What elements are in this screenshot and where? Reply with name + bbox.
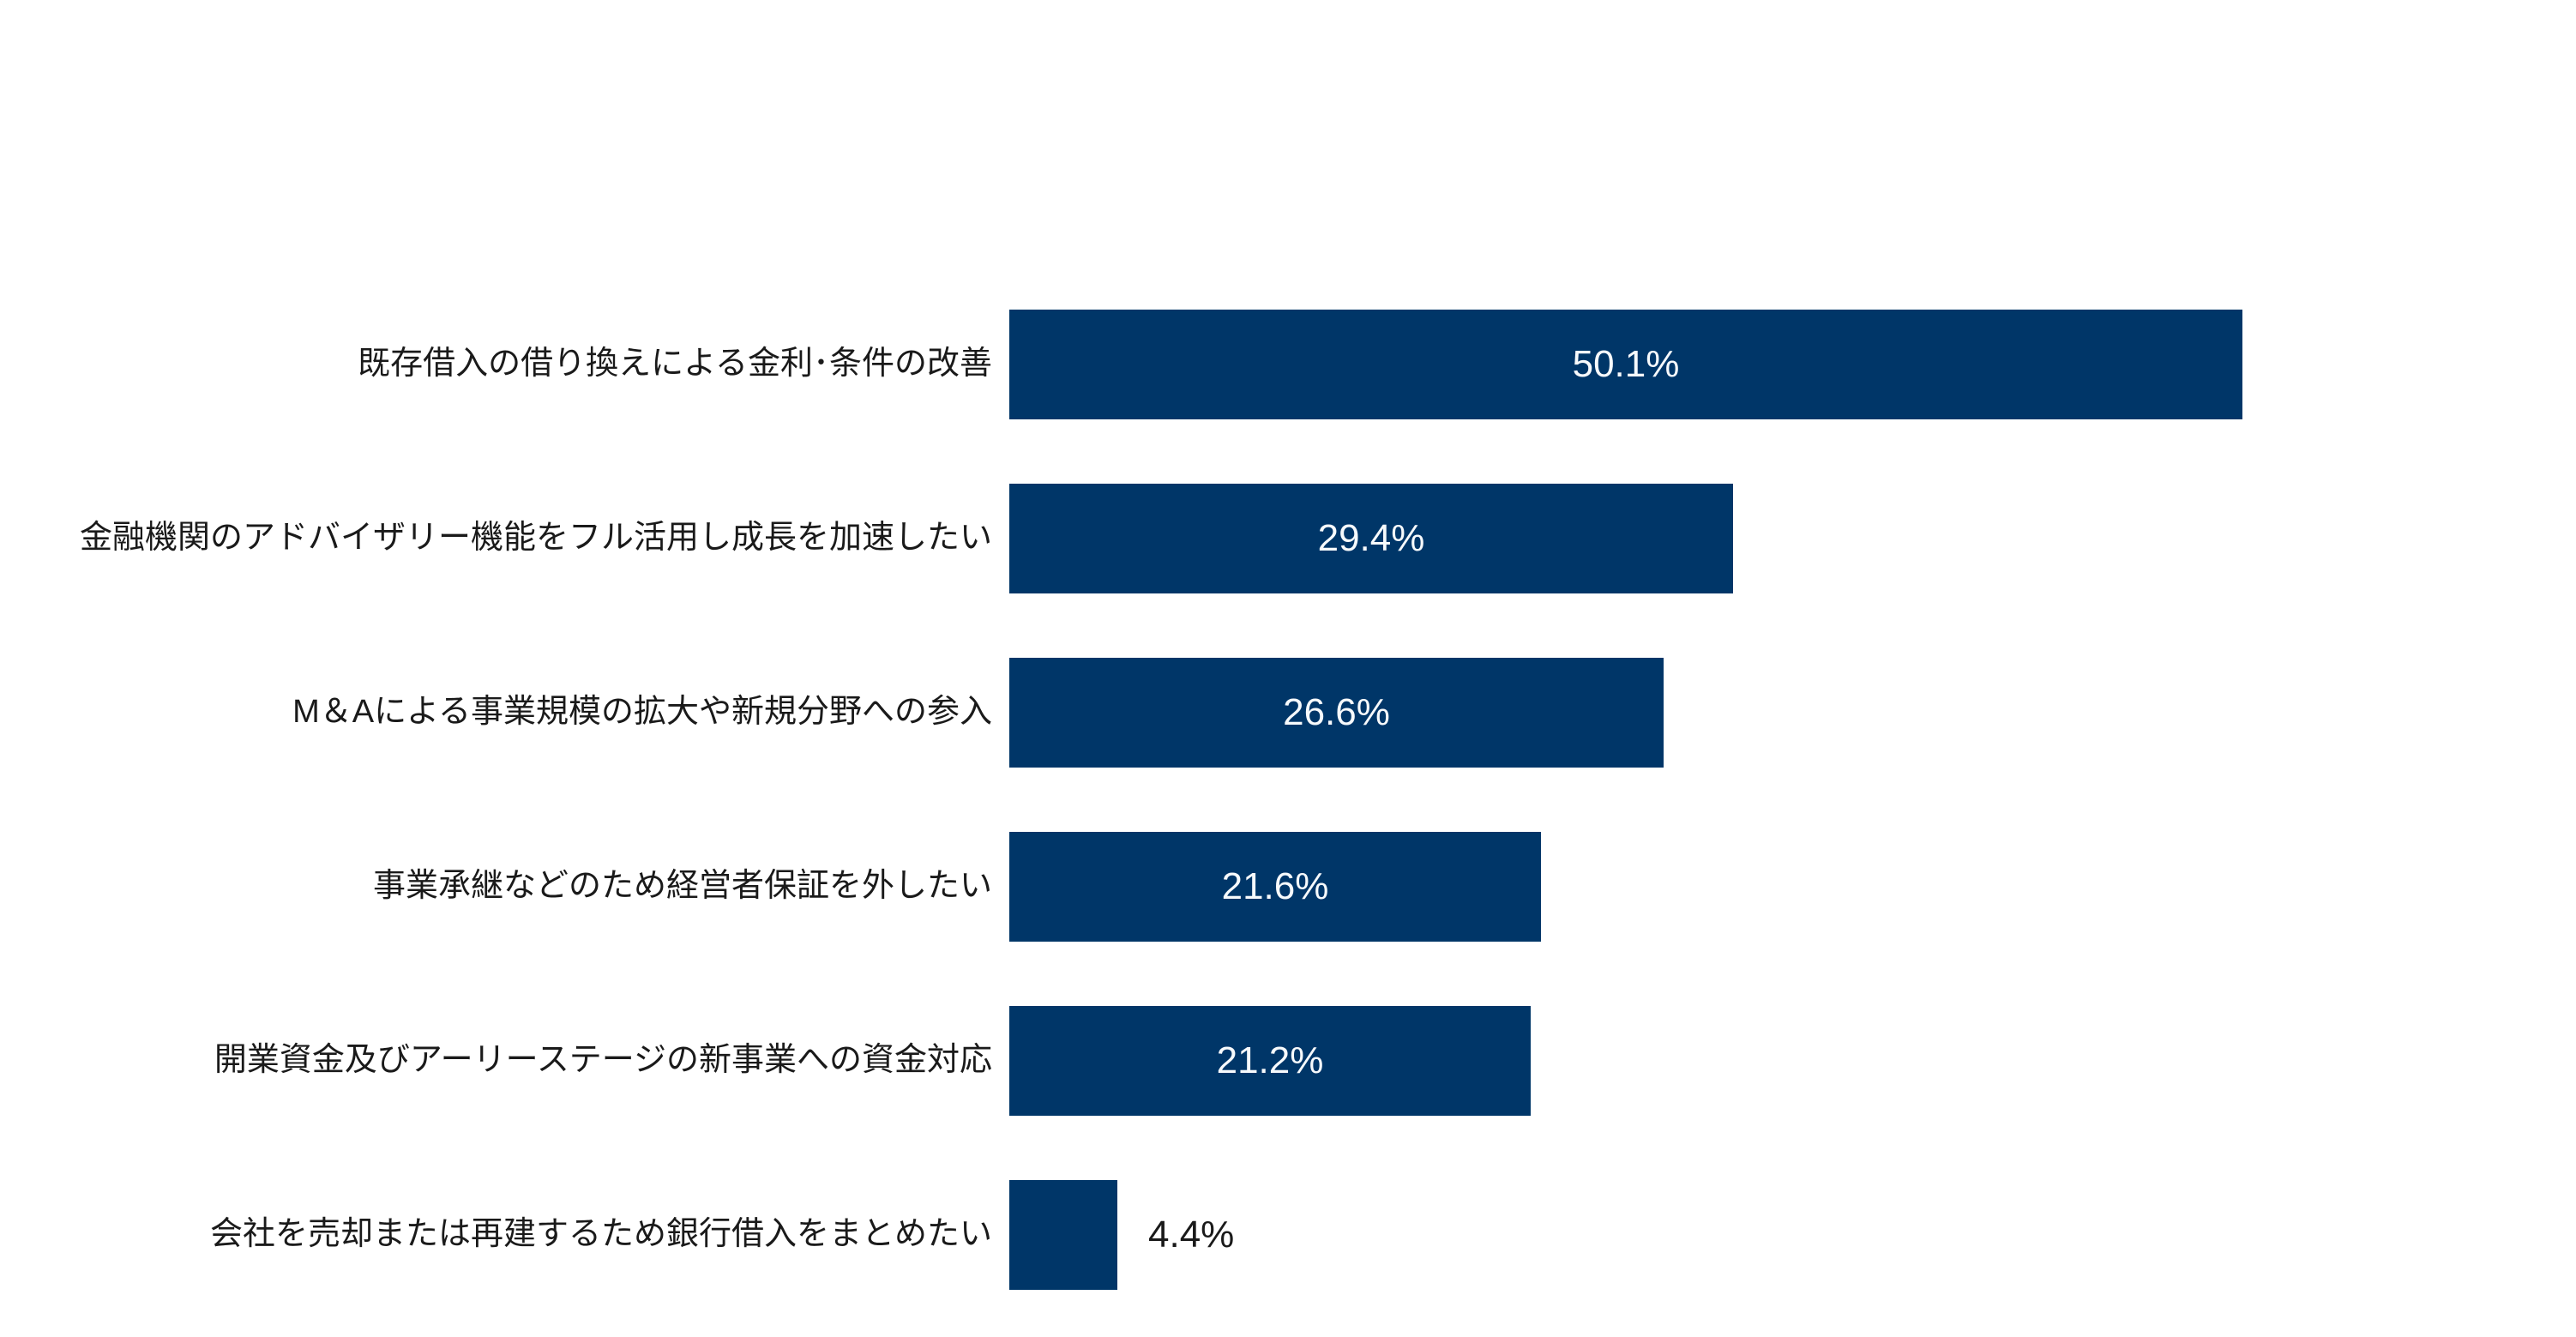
bar-area: 21.2%	[1009, 1006, 2576, 1116]
bar-row: 事業承継などのため経営者保証を外したい 21.6%	[0, 832, 2576, 942]
bar-area: 26.6%	[1009, 658, 2576, 768]
bar: 26.6%	[1009, 658, 1664, 768]
bar: 50.1%	[1009, 310, 2242, 419]
bar-row: 既存借入の借り換えによる金利･条件の改善 50.1%	[0, 310, 2576, 419]
category-label: 事業承継などのため経営者保証を外したい	[372, 868, 992, 905]
bar-area: 50.1%	[1009, 310, 2576, 419]
category-label: M＆Aによる事業規模の拡大や新規分野への参入	[292, 694, 992, 731]
category-label: 開業資金及びアーリーステージの新事業への資金対応	[214, 1042, 992, 1079]
bar-row: 会社を売却または再建するため銀行借入をまとめたい 4.4%	[0, 1180, 2576, 1290]
bar-area: 21.6%	[1009, 832, 2576, 942]
bar-row: 開業資金及びアーリーステージの新事業への資金対応 21.2%	[0, 1006, 2576, 1116]
value-label: 29.4%	[1317, 517, 1425, 559]
category-label: 会社を売却または再建するため銀行借入をまとめたい	[209, 1216, 992, 1253]
bar: 4.4%	[1009, 1180, 1234, 1290]
bar: 21.6%	[1009, 832, 1541, 942]
bar-row: 金融機関のアドバイザリー機能をフル活用し成長を加速したい 29.4%	[0, 484, 2576, 593]
bar-row: M＆Aによる事業規模の拡大や新規分野への参入 26.6%	[0, 658, 2576, 768]
value-label: 21.6%	[1221, 865, 1329, 907]
bar: 29.4%	[1009, 484, 1733, 593]
value-label: 26.6%	[1283, 691, 1390, 733]
category-label: 既存借入の借り換えによる金利･条件の改善	[358, 346, 992, 382]
bar-area: 29.4%	[1009, 484, 2576, 593]
bar-area: 4.4%	[1009, 1180, 2576, 1290]
value-label: 4.4%	[1148, 1214, 1235, 1256]
category-label: 金融機関のアドバイザリー機能をフル活用し成長を加速したい	[79, 520, 992, 557]
value-label: 50.1%	[1572, 343, 1680, 385]
bar: 21.2%	[1009, 1006, 1531, 1116]
value-label: 21.2%	[1216, 1039, 1324, 1081]
